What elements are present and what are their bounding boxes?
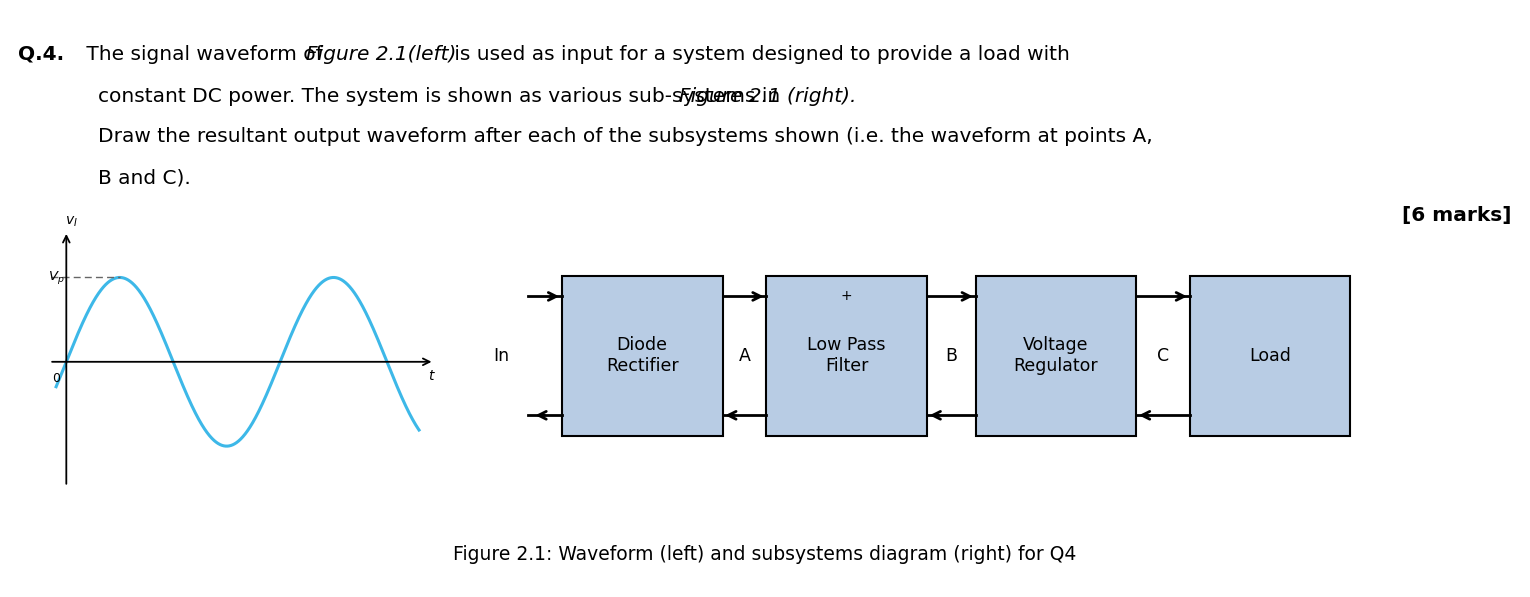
FancyBboxPatch shape [767, 276, 927, 436]
Text: C: C [1157, 347, 1169, 365]
Text: B and C).: B and C). [98, 168, 191, 187]
Text: In: In [494, 347, 509, 365]
Text: 0: 0 [52, 372, 60, 385]
Text: Diode
Rectifier: Diode Rectifier [606, 337, 678, 376]
Text: [6 marks]: [6 marks] [1401, 206, 1512, 225]
Text: constant DC power. The system is shown as various sub-systems in: constant DC power. The system is shown a… [98, 87, 786, 106]
Text: +: + [842, 290, 852, 303]
Text: $V_p$: $V_p$ [47, 269, 64, 286]
Text: Q.4.: Q.4. [18, 45, 64, 64]
FancyBboxPatch shape [976, 276, 1137, 436]
FancyBboxPatch shape [1190, 276, 1351, 436]
Text: B: B [946, 347, 958, 365]
Text: is used as input for a system designed to provide a load with: is used as input for a system designed t… [448, 45, 1069, 64]
Text: $t$: $t$ [428, 368, 436, 383]
Text: A: A [739, 347, 750, 365]
Text: Low Pass
Filter: Low Pass Filter [808, 337, 886, 376]
Text: Voltage
Regulator: Voltage Regulator [1013, 337, 1099, 376]
Text: Draw the resultant output waveform after each of the subsystems shown (i.e. the : Draw the resultant output waveform after… [98, 127, 1152, 146]
Text: $v_I$: $v_I$ [64, 214, 78, 229]
Text: The signal waveform of: The signal waveform of [80, 45, 329, 64]
Text: Figure 2.1 (right).: Figure 2.1 (right). [679, 87, 857, 106]
Text: Load: Load [1248, 347, 1291, 365]
Text: Figure 2.1: Waveform (left) and subsystems diagram (right) for Q4: Figure 2.1: Waveform (left) and subsyste… [453, 545, 1077, 564]
FancyBboxPatch shape [562, 276, 722, 436]
Text: Figure 2.1(left): Figure 2.1(left) [306, 45, 456, 64]
